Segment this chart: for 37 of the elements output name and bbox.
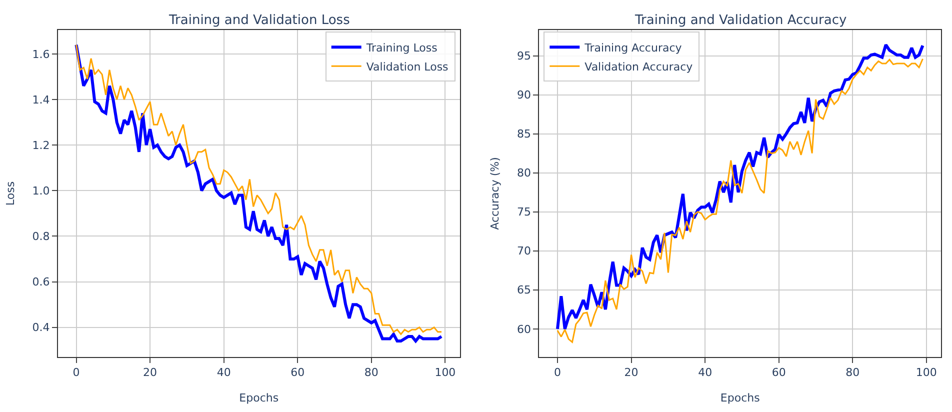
x-tick-label: 20 bbox=[143, 366, 158, 380]
x-tick-label: 60 bbox=[290, 366, 305, 380]
legend-label: Training Accuracy bbox=[584, 41, 682, 54]
y-tick-label: 0.4 bbox=[32, 321, 50, 334]
x-tick-label: 80 bbox=[846, 366, 860, 380]
y-tick-label: 1.6 bbox=[32, 48, 50, 61]
chart-title: Training and Validation Accuracy bbox=[634, 13, 847, 28]
x-axis-title: Epochs bbox=[239, 391, 279, 404]
y-tick-label: 1.0 bbox=[32, 184, 50, 198]
legend-label: Training Loss bbox=[365, 41, 438, 54]
y-tick-label: 60 bbox=[517, 322, 532, 336]
x-tick-label: 40 bbox=[216, 366, 231, 380]
x-tick-label: 0 bbox=[554, 366, 561, 380]
y-tick-label: 85 bbox=[517, 128, 532, 141]
x-tick-label: 0 bbox=[72, 366, 80, 380]
y-tick-label: 95 bbox=[517, 50, 532, 63]
y-tick-label: 80 bbox=[517, 166, 532, 180]
y-tick-label: 0.6 bbox=[32, 276, 50, 289]
legend-label: Validation Loss bbox=[366, 60, 449, 74]
chart-title: Training and Validation Loss bbox=[168, 13, 350, 28]
legend-label: Validation Accuracy bbox=[584, 60, 694, 74]
y-tick-label: 70 bbox=[517, 244, 532, 258]
y-tick-label: 65 bbox=[517, 284, 532, 297]
x-tick-label: 100 bbox=[916, 366, 937, 380]
x-tick-label: 100 bbox=[434, 366, 456, 380]
y-tick-label: 75 bbox=[517, 206, 532, 219]
y-tick-label: 1.2 bbox=[32, 138, 50, 152]
y-axis-title: Accuracy (%) bbox=[488, 157, 502, 230]
x-axis-title: Epochs bbox=[720, 391, 760, 404]
x-tick-label: 60 bbox=[772, 366, 786, 380]
x-tick-label: 80 bbox=[364, 366, 378, 380]
x-tick-label: 40 bbox=[698, 366, 712, 380]
x-tick-label: 20 bbox=[624, 366, 638, 380]
y-axis-title: Loss bbox=[4, 181, 17, 206]
y-tick-label: 90 bbox=[517, 88, 532, 102]
y-tick-label: 0.8 bbox=[32, 230, 50, 244]
y-tick-label: 1.4 bbox=[32, 93, 50, 106]
